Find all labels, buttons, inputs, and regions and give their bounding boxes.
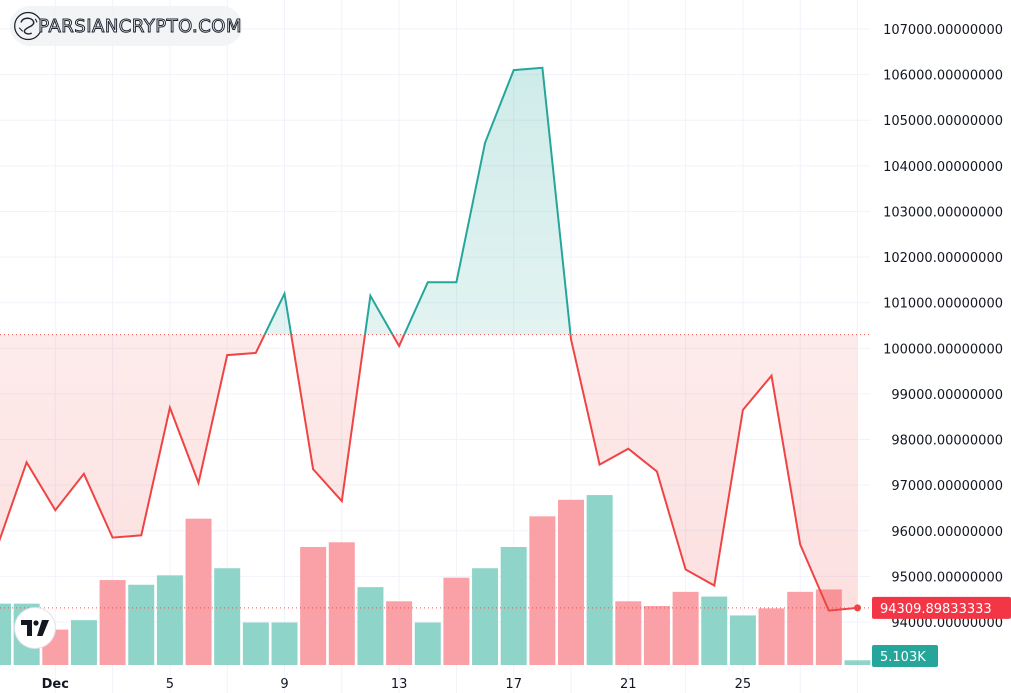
tradingview-logo-icon[interactable]: [15, 608, 55, 648]
last-price-value: 94309.89833333: [880, 602, 992, 617]
volume-bar: [156, 575, 183, 665]
volume-bar: [472, 568, 499, 665]
x-tick-label: 13: [391, 677, 408, 692]
volume-bar: [386, 601, 413, 665]
last-volume-tag: 5.103K: [872, 645, 938, 667]
volume-bar: [844, 660, 871, 665]
baseline-areas: [0, 67, 858, 611]
y-tick-label: 95000.00000000: [891, 570, 1003, 585]
y-tick-label: 106000.00000000: [883, 69, 1003, 84]
volume-bars: [0, 495, 871, 665]
volume-bar: [443, 577, 470, 665]
y-tick-label: 100000.00000000: [883, 342, 1003, 357]
x-axis: Dec 5 9 13 17 21 25: [42, 677, 752, 692]
x-tick-label: 25: [735, 677, 752, 692]
volume-bar: [615, 601, 642, 665]
volume-bar: [242, 622, 269, 665]
y-tick-label: 107000.00000000: [883, 23, 1003, 38]
y-tick-label: 101000.00000000: [883, 297, 1003, 312]
volume-bar: [128, 584, 155, 665]
volume-bar: [99, 580, 126, 665]
y-axis: 107000.00000000 106000.00000000 105000.000…: [883, 23, 1003, 631]
logo-mark-icon: [14, 11, 43, 41]
watermark-logo: PARSIANCRYPTO.COM: [10, 6, 242, 46]
x-tick-label: 17: [505, 677, 522, 692]
volume-bar: [0, 603, 11, 665]
y-tick-label: 102000.00000000: [883, 251, 1003, 266]
volume-bar: [529, 516, 556, 665]
price-line-up: [263, 66, 572, 335]
last-price-tag: 94309.89833333: [872, 596, 1011, 619]
x-tick-label: 9: [280, 677, 288, 692]
y-tick-label: 99000.00000000: [891, 388, 1003, 403]
volume-bar: [357, 587, 384, 665]
volume-bar: [185, 518, 212, 665]
y-tick-label: 94000.00000000: [891, 616, 1003, 631]
volume-bar: [300, 547, 327, 665]
x-tick-label: Dec: [42, 677, 69, 692]
watermark-text: PARSIANCRYPTO.COM: [38, 15, 242, 37]
y-tick-label: 96000.00000000: [891, 525, 1003, 540]
area-below-baseline: [0, 334, 858, 611]
volume-bar: [701, 596, 728, 665]
volume-bar: [214, 568, 241, 665]
last-price-point: [854, 604, 861, 612]
volume-bar: [643, 606, 670, 665]
volume-bar: [558, 499, 584, 665]
x-tick-label: 21: [620, 677, 637, 692]
y-tick-label: 104000.00000000: [883, 160, 1003, 175]
volume-bar: [586, 495, 613, 665]
volume-bar: [787, 591, 814, 665]
volume-bar: [271, 622, 298, 665]
y-tick-label: 97000.00000000: [891, 479, 1003, 494]
price-line: [0, 66, 861, 612]
volume-bar: [729, 615, 756, 665]
volume-bar: [672, 591, 699, 665]
volume-bar: [414, 622, 441, 665]
y-tick-label: 98000.00000000: [891, 434, 1003, 449]
last-volume-value: 5.103K: [880, 650, 926, 665]
volume-bar: [758, 608, 785, 665]
x-tick-label: 5: [166, 677, 174, 692]
price-line-down: [0, 334, 858, 612]
volume-bar: [70, 620, 97, 665]
volume-bar: [328, 542, 355, 665]
y-tick-label: 105000.00000000: [883, 114, 1003, 129]
volume-bar: [500, 547, 527, 665]
y-tick-label: 103000.00000000: [883, 205, 1003, 220]
